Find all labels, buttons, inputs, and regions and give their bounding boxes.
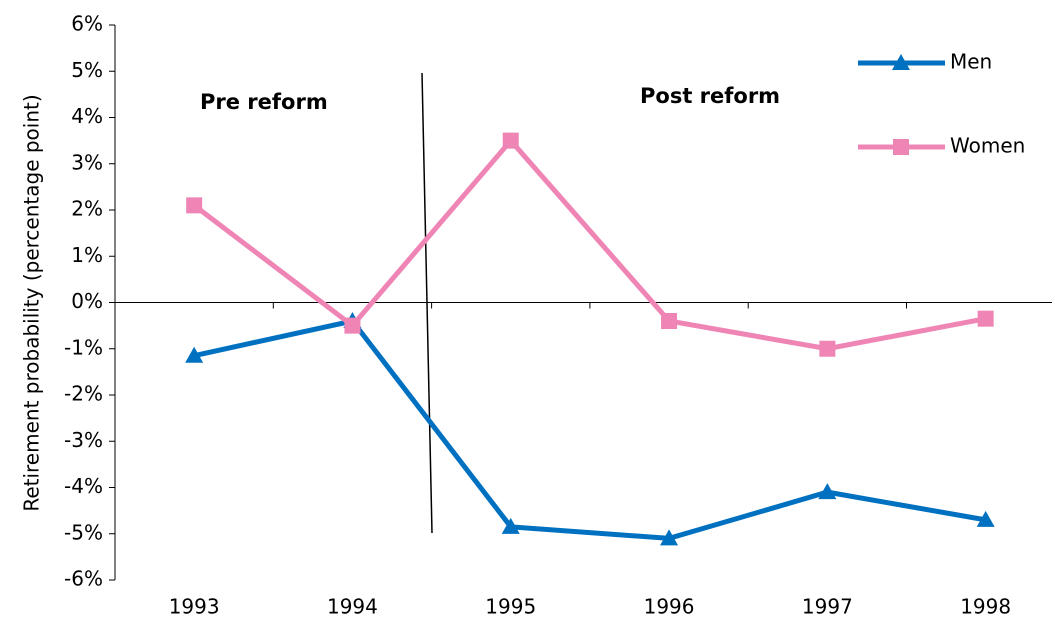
series-line: [193, 318, 987, 541]
y-tick-label: 3%: [71, 150, 103, 174]
y-tick-label: 0%: [71, 289, 103, 313]
data-point: [818, 483, 837, 500]
legend-label: Men: [950, 50, 992, 74]
x-tick-label: 1994: [327, 595, 378, 619]
data-point: [977, 310, 994, 327]
legend-marker: [893, 139, 909, 155]
y-tick-label: -2%: [64, 382, 103, 406]
data-point: [661, 313, 678, 329]
legend-label: Women: [950, 134, 1025, 158]
y-tick-label: -1%: [64, 335, 103, 359]
y-tick-label: -5%: [64, 520, 103, 544]
x-tick-label: 1997: [802, 595, 853, 619]
data-point: [186, 197, 203, 214]
y-tick-label: 1%: [71, 243, 103, 267]
y-tick-label: 2%: [71, 197, 103, 221]
legend-marker: [892, 54, 910, 70]
y-tick-label: 6%: [71, 12, 103, 36]
x-tick-label: 1996: [644, 595, 695, 619]
data-point: [501, 517, 520, 534]
y-axis-label: Retirement probability (percentage point…: [20, 94, 44, 511]
x-tick-label: 1995: [485, 595, 536, 619]
data-point: [344, 317, 361, 334]
x-tick-label: 1998: [960, 595, 1011, 619]
data-point: [976, 510, 995, 527]
data-point: [660, 529, 679, 546]
data-point: [819, 340, 836, 357]
series-line: [192, 136, 987, 352]
y-tick-label: -3%: [64, 428, 103, 452]
y-tick-label: -6%: [64, 567, 103, 591]
annotation: Pre reform: [200, 90, 328, 114]
y-tick-label: -4%: [64, 474, 103, 498]
annotation: Post reform: [640, 84, 780, 108]
data-point: [185, 346, 204, 363]
x-tick-label: 1993: [169, 595, 220, 619]
y-tick-label: 5%: [71, 58, 103, 82]
y-tick-label: 4%: [71, 104, 103, 128]
data-point: [502, 132, 519, 149]
